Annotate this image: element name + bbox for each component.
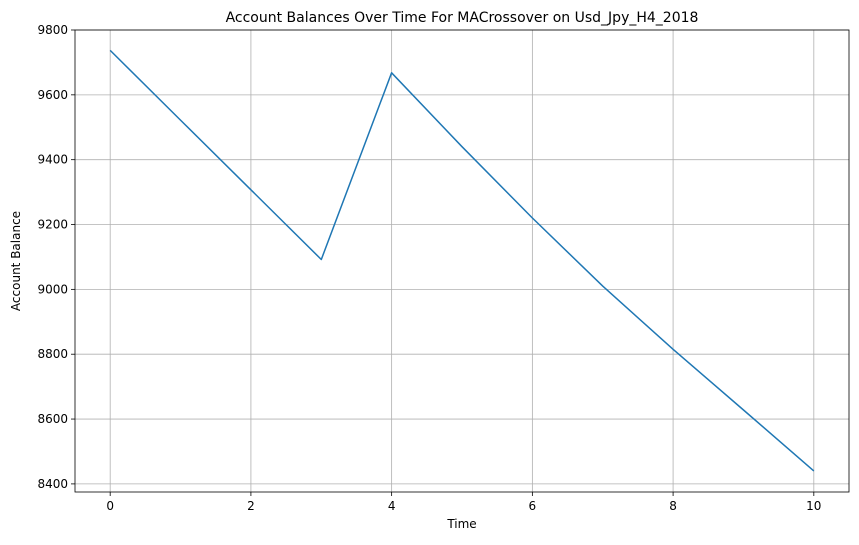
y-tick-label: 9800 [37,23,68,37]
x-axis: 0 2 4 6 8 10 [106,492,821,513]
y-axis: 8400 8600 8800 9000 9200 9400 9600 9800 [37,23,75,491]
y-tick-label: 8600 [37,412,68,426]
x-tick-label: 8 [669,499,677,513]
chart-title: Account Balances Over Time For MACrossov… [226,10,699,26]
y-tick-label: 9200 [37,218,68,232]
y-tick-label: 9000 [37,282,68,296]
y-tick-label: 9600 [37,88,68,102]
y-tick-label: 8400 [37,477,68,491]
x-tick-label: 0 [106,499,114,513]
series-line [109,49,815,472]
y-tick-label: 9400 [37,153,68,167]
y-axis-label: Account Balance [9,211,23,311]
x-tick-label: 4 [388,499,396,513]
series-layer [109,49,815,472]
y-tick-label: 8800 [37,347,68,361]
x-axis-label: Time [446,517,476,531]
x-tick-label: 2 [247,499,255,513]
x-tick-label: 6 [529,499,537,513]
plot-frame [74,29,850,493]
x-tick-label: 10 [806,499,821,513]
